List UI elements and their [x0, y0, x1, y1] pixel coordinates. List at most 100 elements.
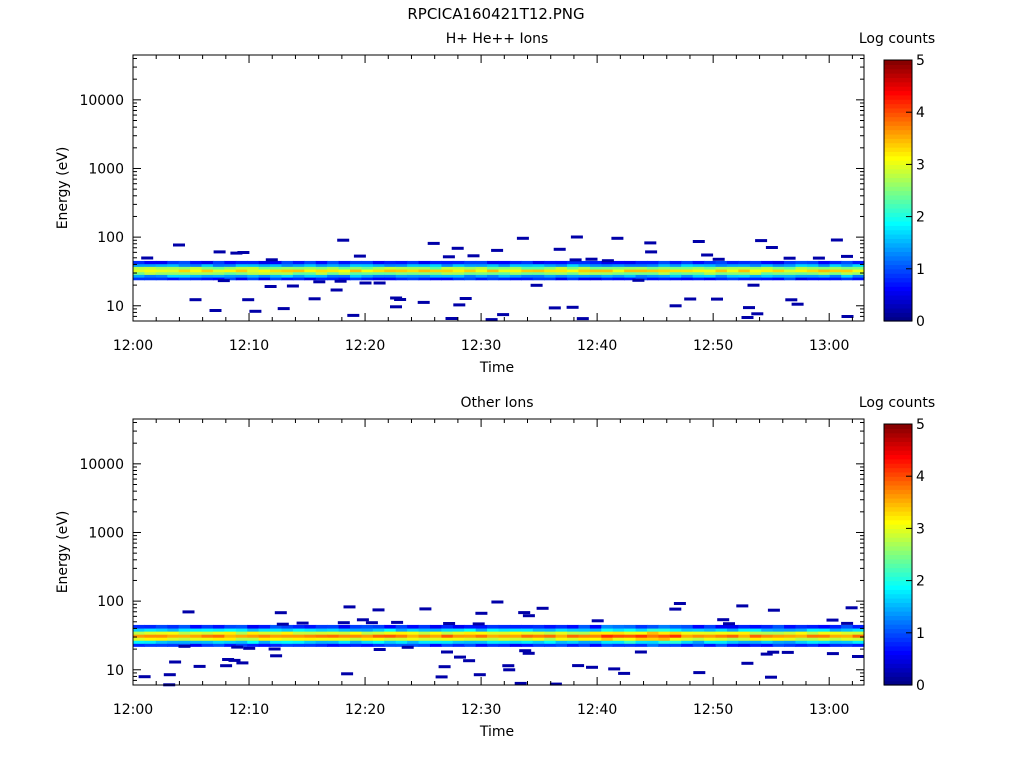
heatmap-cell	[338, 640, 351, 644]
heatmap-cell	[372, 634, 385, 638]
heatmap-cell	[258, 631, 271, 635]
sparse-count-mark	[330, 288, 343, 292]
heatmap-cell	[441, 263, 454, 267]
heatmap-cell	[669, 260, 682, 265]
heatmap-cell	[555, 266, 568, 270]
sparse-count-mark	[791, 302, 804, 306]
x-axis-label: Time	[479, 724, 514, 740]
heatmap-cell	[407, 268, 420, 273]
heatmap-cell	[601, 631, 614, 635]
heatmap-cell	[315, 266, 328, 270]
colorbar-segment	[884, 550, 912, 556]
colorbar-segment	[884, 658, 912, 664]
heatmap-cell	[784, 263, 797, 267]
heatmap-cell	[327, 263, 340, 267]
heatmap-cell	[806, 631, 819, 635]
heatmap-cell	[178, 274, 191, 278]
heatmap-cell	[818, 631, 831, 635]
colorbar-segment	[884, 641, 912, 647]
heatmap-cell	[212, 266, 225, 270]
heatmap-cell	[235, 627, 248, 632]
heatmap-cell	[338, 277, 351, 281]
heatmap-cell	[452, 271, 465, 275]
heatmap-cell	[795, 627, 808, 632]
heatmap-cell	[726, 263, 739, 267]
heatmap-cell	[795, 268, 808, 273]
heatmap-cell	[429, 260, 442, 265]
heatmap-cell	[532, 268, 545, 273]
heatmap-cell	[681, 640, 694, 644]
colorbar-tick-label: 4	[916, 105, 925, 121]
heatmap-cell	[658, 263, 671, 267]
colorbar-segment	[884, 125, 912, 131]
colorbar-segment	[884, 168, 912, 174]
heatmap-cell	[646, 260, 659, 265]
heatmap-cell	[841, 274, 854, 278]
heatmap-cell	[532, 271, 545, 275]
heatmap-cell	[726, 277, 739, 281]
heatmap-cell	[315, 631, 328, 635]
heatmap-cell	[144, 627, 157, 632]
heatmap-cell	[726, 631, 739, 635]
colorbar-label: Log counts	[859, 395, 935, 411]
heatmap-cell	[578, 260, 591, 265]
heatmap-cell	[692, 266, 705, 270]
sparse-count-mark	[519, 649, 532, 653]
heatmap-cell	[155, 260, 168, 265]
heatmap-cell	[144, 277, 157, 281]
heatmap-cell	[155, 266, 168, 270]
heatmap-cell	[738, 627, 751, 632]
sparse-count-mark	[502, 664, 515, 668]
heatmap-cell	[350, 634, 363, 638]
sparse-count-mark	[353, 254, 366, 258]
heatmap-cell	[761, 260, 774, 265]
heatmap-cell	[212, 640, 225, 644]
heatmap-cell	[292, 634, 305, 638]
heatmap-cell	[429, 266, 442, 270]
heatmap-cell	[772, 643, 785, 647]
heatmap-cell	[441, 624, 454, 629]
sparse-count-mark	[401, 645, 414, 649]
heatmap-cell	[201, 631, 214, 635]
heatmap-cell	[726, 624, 739, 629]
heatmap-cell	[669, 627, 682, 632]
heatmap-cell	[167, 266, 180, 270]
heatmap-cell	[372, 631, 385, 635]
heatmap-cell	[304, 643, 317, 647]
colorbar-tick-label: 0	[916, 678, 925, 694]
heatmap-cell	[464, 634, 477, 638]
heatmap-cell	[235, 260, 248, 265]
heatmap-cell	[715, 637, 728, 641]
heatmap-cell	[646, 266, 659, 270]
sparse-count-mark	[270, 654, 283, 658]
heatmap-cell	[726, 627, 739, 632]
heatmap-cell	[372, 263, 385, 267]
heatmap-cell	[395, 263, 408, 267]
heatmap-cell	[133, 637, 146, 641]
heatmap-cell	[281, 263, 294, 267]
heatmap-cell	[509, 634, 522, 638]
heatmap-cell	[133, 634, 146, 638]
heatmap-cell	[201, 277, 214, 281]
heatmap-cell	[224, 627, 237, 632]
heatmap-cell	[578, 266, 591, 270]
heatmap-cell	[487, 640, 500, 644]
heatmap-cell	[784, 260, 797, 265]
heatmap-cell	[350, 271, 363, 275]
heatmap-cell	[544, 637, 557, 641]
heatmap-cell	[155, 631, 168, 635]
colorbar-segment	[884, 294, 912, 300]
colorbar-segment	[884, 155, 912, 161]
heatmap-cell	[692, 274, 705, 278]
heatmap-cell	[212, 277, 225, 281]
heatmap-cell	[441, 274, 454, 278]
heatmap-cell	[418, 631, 431, 635]
heatmap-cell	[224, 631, 237, 635]
colorbar-segment	[884, 567, 912, 573]
heatmap-cell	[133, 277, 146, 281]
heatmap-cell	[795, 631, 808, 635]
heatmap-cell	[635, 631, 648, 635]
heatmap-cell	[646, 624, 659, 629]
heatmap-cell	[555, 274, 568, 278]
heatmap-cell	[361, 643, 374, 647]
